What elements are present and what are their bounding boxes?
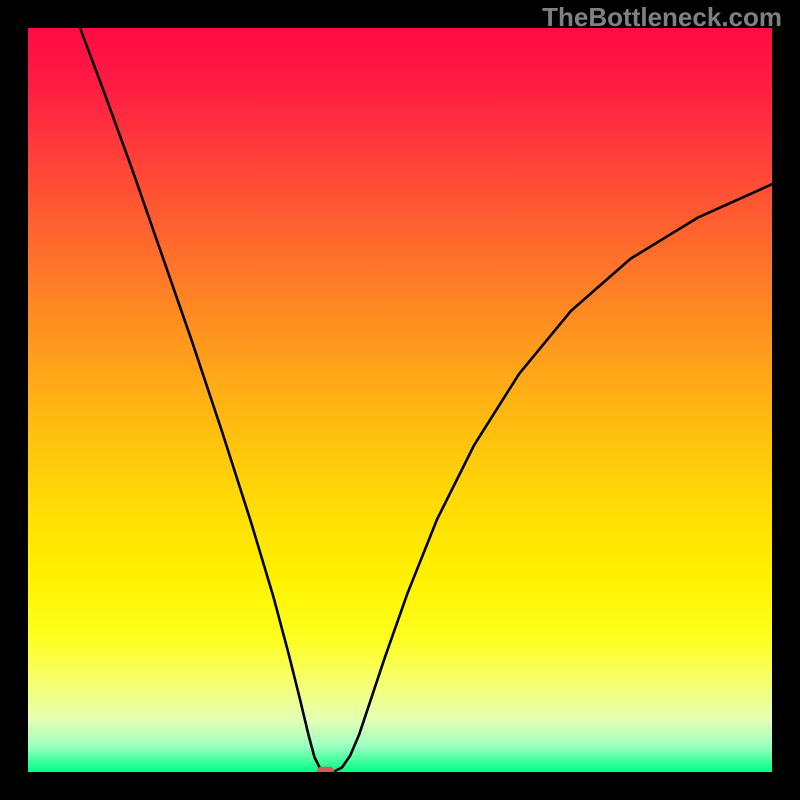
chart-svg: [28, 28, 772, 772]
chart-background: [28, 28, 772, 772]
watermark-text: TheBottleneck.com: [542, 2, 782, 33]
curve-minimum-marker: [317, 767, 334, 772]
outer-frame: TheBottleneck.com: [0, 0, 800, 800]
